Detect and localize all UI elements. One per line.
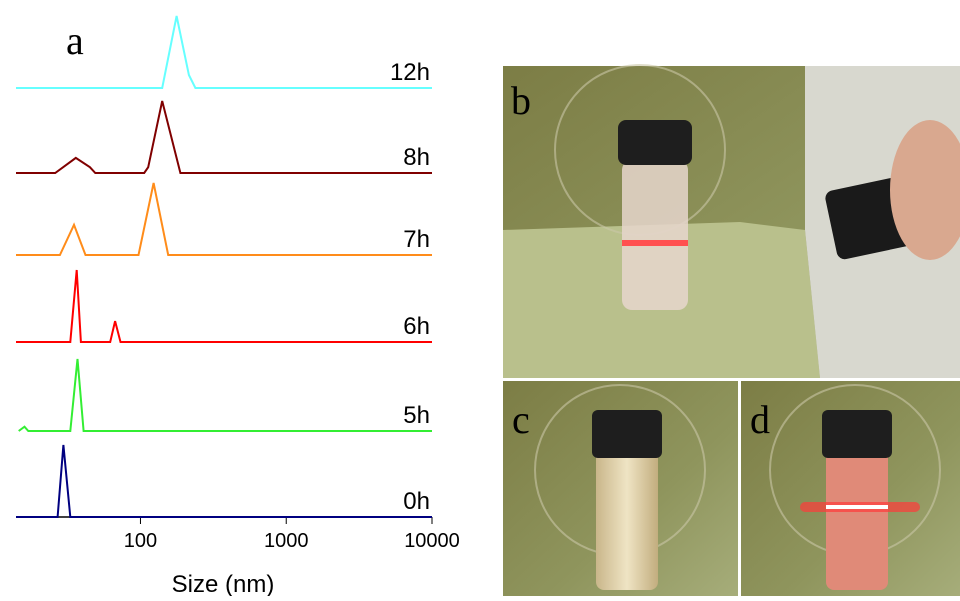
photo-d — [741, 381, 960, 596]
series-label: 8h — [403, 144, 430, 171]
series-label: 7h — [403, 226, 430, 253]
series-label: 0h — [403, 488, 430, 515]
series-line — [16, 101, 432, 173]
series-label: 6h — [403, 313, 430, 340]
x-axis-label: Size (nm) — [172, 571, 275, 596]
series-line — [16, 445, 432, 517]
series-line — [19, 359, 432, 431]
panel-label: d — [750, 397, 770, 442]
panel-label: b — [511, 78, 531, 123]
series-label: 12h — [390, 59, 430, 86]
photo-c — [503, 381, 738, 596]
series-label: 5h — [403, 402, 430, 429]
x-tick-label: 1000 — [264, 530, 309, 552]
photo-b — [503, 65, 960, 378]
x-tick-label: 10000 — [404, 530, 460, 552]
panel-label: c — [512, 397, 530, 442]
figure: b c d a Size (nm) 100 1000 10000 12h 8h 7h 6h 5… — [0, 0, 960, 596]
series-line — [16, 270, 432, 342]
panel-label: a — [66, 18, 84, 63]
x-tick-label: 100 — [124, 530, 157, 552]
series-line — [16, 183, 432, 255]
